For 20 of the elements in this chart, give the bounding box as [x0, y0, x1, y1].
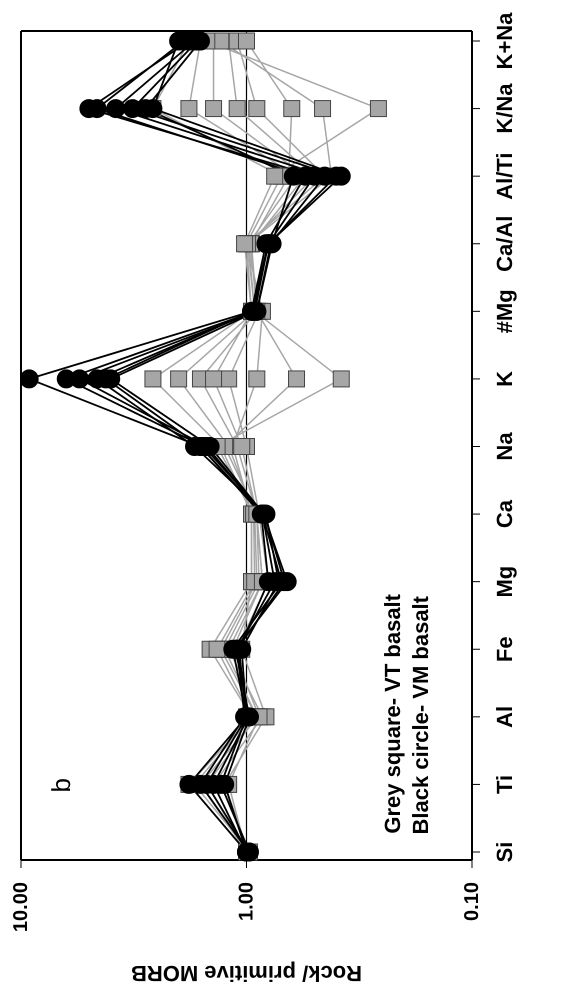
y-tick-label: Ca/Al: [492, 216, 517, 272]
x-tick-label: 1.00: [236, 882, 258, 921]
annotation: b: [46, 778, 77, 792]
x-axis-title: Rock/ primitive MORB: [130, 961, 362, 986]
y-tick-label: Fe: [492, 636, 517, 662]
y-tick-label: Na: [492, 432, 517, 461]
annotation: Black circle- VM basalt: [408, 596, 434, 834]
annotation: Grey square- VT basalt: [380, 594, 406, 834]
y-tick-label: Mg: [492, 566, 517, 598]
y-tick-label: K/Na: [492, 82, 517, 134]
y-tick-label: #Mg: [492, 289, 517, 334]
x-tick-label: 0.10: [461, 882, 483, 921]
y-tick-label: Al/Ti: [492, 152, 517, 200]
y-tick-label: Ca: [492, 499, 517, 528]
x-tick-label: 10.00: [10, 882, 32, 932]
y-tick-label: Al: [492, 706, 517, 728]
y-tick-label: Si: [492, 842, 517, 862]
y-tick-label: Ti: [492, 774, 517, 794]
y-tick-label: K+Na: [492, 12, 517, 70]
y-tick-label: K: [492, 370, 517, 387]
